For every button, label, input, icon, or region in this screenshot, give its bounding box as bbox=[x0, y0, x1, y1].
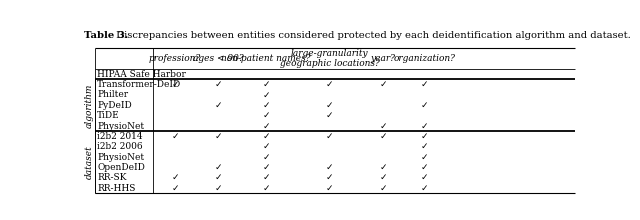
Text: ✓: ✓ bbox=[420, 183, 428, 192]
Text: Philter: Philter bbox=[97, 90, 129, 99]
Text: ✓: ✓ bbox=[420, 132, 428, 141]
Text: year?: year? bbox=[371, 54, 396, 63]
Text: ✓: ✓ bbox=[326, 132, 333, 141]
Text: ✓: ✓ bbox=[380, 121, 387, 130]
Text: ✓: ✓ bbox=[326, 101, 333, 110]
Text: ✓: ✓ bbox=[262, 152, 269, 161]
Text: ✓: ✓ bbox=[214, 132, 222, 141]
Text: ✓: ✓ bbox=[262, 183, 269, 192]
Text: ✓: ✓ bbox=[326, 111, 333, 120]
Text: ✓: ✓ bbox=[380, 163, 387, 172]
Text: RR-HHS: RR-HHS bbox=[97, 183, 136, 192]
Text: organization?: organization? bbox=[393, 54, 455, 63]
Text: i2b2 2014: i2b2 2014 bbox=[97, 132, 143, 141]
Text: RR-SK: RR-SK bbox=[97, 173, 127, 182]
Text: ✓: ✓ bbox=[262, 90, 269, 99]
Text: TiDE: TiDE bbox=[97, 111, 120, 120]
Text: ✓: ✓ bbox=[380, 183, 387, 192]
Text: ✓: ✓ bbox=[172, 80, 179, 89]
Text: ages < 90?: ages < 90? bbox=[193, 54, 243, 63]
Text: ✓: ✓ bbox=[326, 173, 333, 182]
Text: ✓: ✓ bbox=[214, 183, 222, 192]
Text: profession?: profession? bbox=[149, 54, 202, 63]
Text: ✓: ✓ bbox=[420, 163, 428, 172]
Text: non-patient names?: non-patient names? bbox=[221, 54, 311, 63]
Text: large-granularity
geographic locations?: large-granularity geographic locations? bbox=[280, 49, 380, 68]
Text: ✓: ✓ bbox=[262, 173, 269, 182]
Text: ✓: ✓ bbox=[262, 101, 269, 110]
Text: ✓: ✓ bbox=[380, 173, 387, 182]
Text: Discrepancies between entities considered protected by each deidentification alg: Discrepancies between entities considere… bbox=[113, 31, 630, 40]
Text: ✓: ✓ bbox=[262, 163, 269, 172]
Text: ✓: ✓ bbox=[420, 142, 428, 151]
Text: HIPAA Safe Harbor: HIPAA Safe Harbor bbox=[97, 70, 186, 79]
Text: ✓: ✓ bbox=[262, 111, 269, 120]
Text: OpenDeID: OpenDeID bbox=[97, 163, 145, 172]
Text: ✓: ✓ bbox=[172, 183, 179, 192]
Text: ✓: ✓ bbox=[214, 80, 222, 89]
Text: ✓: ✓ bbox=[262, 80, 269, 89]
Text: PhysioNet: PhysioNet bbox=[97, 152, 145, 161]
Text: ✓: ✓ bbox=[214, 173, 222, 182]
Text: ✓: ✓ bbox=[214, 101, 222, 110]
Text: ✓: ✓ bbox=[262, 121, 269, 130]
Text: i2b2 2006: i2b2 2006 bbox=[97, 142, 143, 151]
Text: ✓: ✓ bbox=[214, 163, 222, 172]
Text: PhysioNet: PhysioNet bbox=[97, 121, 145, 130]
Text: ✓: ✓ bbox=[262, 142, 269, 151]
Text: ✓: ✓ bbox=[380, 132, 387, 141]
Text: ✓: ✓ bbox=[326, 183, 333, 192]
Text: ✓: ✓ bbox=[380, 80, 387, 89]
Text: dataset: dataset bbox=[85, 145, 94, 179]
Text: ✓: ✓ bbox=[326, 80, 333, 89]
Text: ✓: ✓ bbox=[420, 121, 428, 130]
Text: ✓: ✓ bbox=[420, 101, 428, 110]
Text: algorithm: algorithm bbox=[85, 83, 94, 128]
Text: ✓: ✓ bbox=[420, 152, 428, 161]
Text: ✓: ✓ bbox=[172, 173, 179, 182]
Text: ✓: ✓ bbox=[420, 80, 428, 89]
Text: ✓: ✓ bbox=[262, 132, 269, 141]
Text: Transformer-DeID: Transformer-DeID bbox=[97, 80, 182, 89]
Text: ✓: ✓ bbox=[420, 173, 428, 182]
Text: ✓: ✓ bbox=[326, 163, 333, 172]
Text: PyDeID: PyDeID bbox=[97, 101, 132, 110]
Text: ✓: ✓ bbox=[172, 132, 179, 141]
Text: Table 3.: Table 3. bbox=[84, 31, 128, 40]
